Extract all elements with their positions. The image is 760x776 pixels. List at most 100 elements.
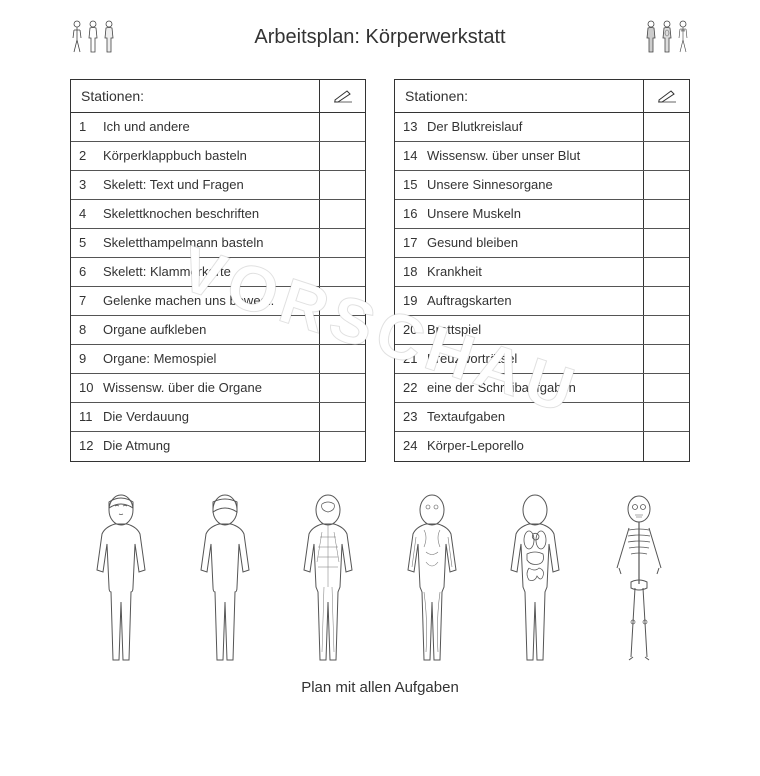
check-cell [320,403,365,431]
station-text: Skelett: Klammerkarte [99,258,320,286]
body-muscular [386,492,478,667]
table-row: 6Skelett: Klammerkarte [71,258,365,287]
station-number: 2 [71,142,99,170]
table-row: 15Unsere Sinnesorgane [395,171,689,200]
station-number: 7 [71,287,99,315]
station-number: 20 [395,316,423,344]
table-row: 18Krankheit [395,258,689,287]
table-row: 9Organe: Memospiel [71,345,365,374]
station-text: Die Atmung [99,432,320,461]
check-header [644,80,689,112]
stations-header-label: Stationen: [395,80,644,112]
table-row: 19Auftragskarten [395,287,689,316]
station-number: 13 [395,113,423,141]
table-row: 2Körperklappbuch basteln [71,142,365,171]
stations-table-left: Stationen: 1Ich und andere2Körperklappbu… [70,79,366,462]
station-text: Kreuzworträtsel [423,345,644,373]
station-text: Brettspiel [423,316,644,344]
check-cell [320,113,365,141]
check-cell [320,345,365,373]
check-cell [644,432,689,461]
station-text: Unsere Sinnesorgane [423,171,644,199]
station-number: 18 [395,258,423,286]
station-text: Skeletthampelmann basteln [99,229,320,257]
check-cell [320,229,365,257]
station-number: 1 [71,113,99,141]
station-text: Die Verdauung [99,403,320,431]
station-text: Wissensw. über unser Blut [423,142,644,170]
check-cell [644,200,689,228]
check-cell [320,258,365,286]
stations-header-label: Stationen: [71,80,320,112]
station-text: eine der Schreibaufgaben [423,374,644,402]
worksheet-page: Arbeitsplan: Körperwerkstatt Stationen: … [0,0,760,706]
station-number: 15 [395,171,423,199]
check-cell [644,374,689,402]
station-number: 22 [395,374,423,402]
header-icons-left [70,20,116,54]
station-text: Textaufgaben [423,403,644,431]
table-row: 1Ich und andere [71,113,365,142]
check-cell [320,200,365,228]
check-cell [320,142,365,170]
station-text: Skelett: Text und Fragen [99,171,320,199]
station-number: 16 [395,200,423,228]
header-icons-right [644,20,690,54]
mini-body-icon [660,20,674,54]
station-text: Körper-Leporello [423,432,644,461]
table-row: 22eine der Schreibaufgaben [395,374,689,403]
body-skin-front [75,492,167,667]
body-figures-row [70,492,690,667]
check-cell [644,316,689,344]
station-number: 8 [71,316,99,344]
page-title: Arbeitsplan: Körperwerkstatt [254,26,505,49]
mini-body-icon [644,20,658,54]
check-cell [320,374,365,402]
table-row: 4Skelettknochen beschriften [71,200,365,229]
station-number: 12 [71,432,99,461]
table-row: 20Brettspiel [395,316,689,345]
check-header [320,80,365,112]
station-number: 6 [71,258,99,286]
station-number: 14 [395,142,423,170]
table-row: 14Wissensw. über unser Blut [395,142,689,171]
check-cell [644,287,689,315]
station-text: Ich und andere [99,113,320,141]
pencil-icon [657,89,677,103]
station-text: Gelenke machen uns bewegl. [99,287,320,315]
check-cell [644,113,689,141]
table-row: 5Skeletthampelmann basteln [71,229,365,258]
station-number: 21 [395,345,423,373]
table-row: 21Kreuzworträtsel [395,345,689,374]
station-number: 23 [395,403,423,431]
station-number: 9 [71,345,99,373]
table-header: Stationen: [71,80,365,113]
station-number: 17 [395,229,423,257]
check-cell [644,142,689,170]
table-row: 16Unsere Muskeln [395,200,689,229]
table-row: 10Wissensw. über die Organe [71,374,365,403]
check-cell [320,171,365,199]
table-row: 3Skelett: Text und Fragen [71,171,365,200]
station-text: Körperklappbuch basteln [99,142,320,170]
station-number: 24 [395,432,423,461]
table-row: 12Die Atmung [71,432,365,461]
table-row: 7Gelenke machen uns bewegl. [71,287,365,316]
station-number: 10 [71,374,99,402]
station-text: Organe: Memospiel [99,345,320,373]
check-cell [644,403,689,431]
table-row: 8Organe aufkleben [71,316,365,345]
table-row: 23Textaufgaben [395,403,689,432]
station-text: Krankheit [423,258,644,286]
station-text: Der Blutkreislauf [423,113,644,141]
station-text: Unsere Muskeln [423,200,644,228]
station-text: Auftragskarten [423,287,644,315]
mini-body-icon [86,20,100,54]
check-cell [644,258,689,286]
station-number: 19 [395,287,423,315]
station-text: Wissensw. über die Organe [99,374,320,402]
body-nervous [282,492,374,667]
pencil-icon [333,89,353,103]
check-cell [320,316,365,344]
station-text: Skelettknochen beschriften [99,200,320,228]
